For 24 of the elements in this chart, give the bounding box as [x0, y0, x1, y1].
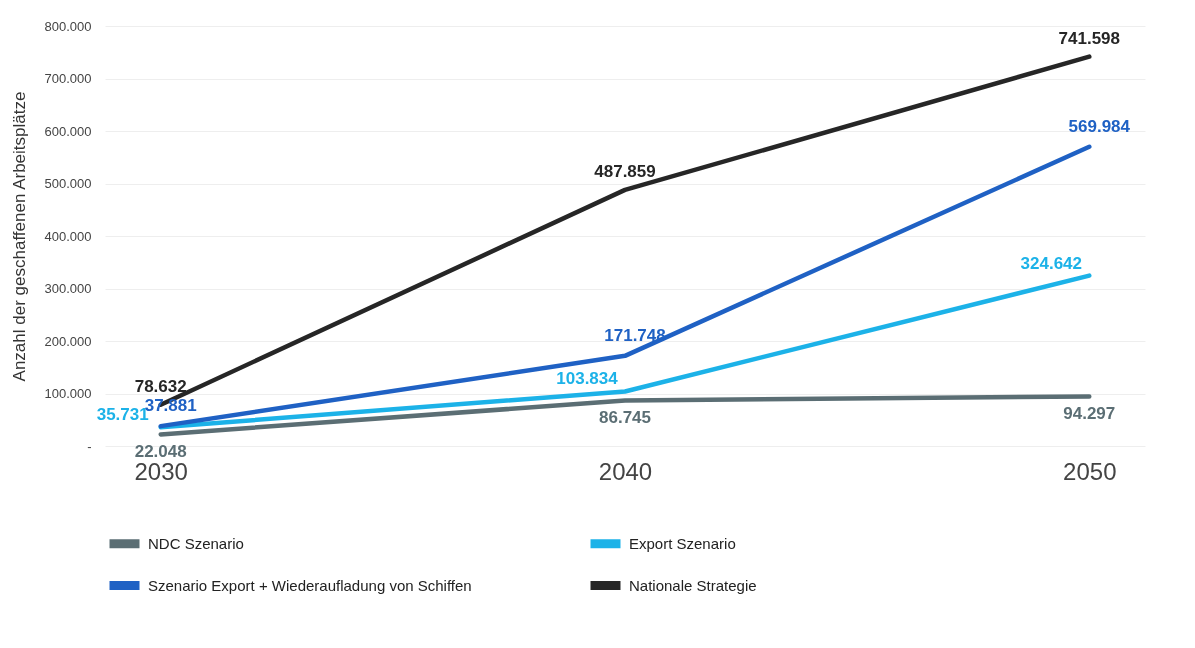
- legend-label: Szenario Export + Wiederaufladung von Schiffen: [148, 576, 472, 594]
- data-label: 78.632: [134, 376, 187, 396]
- y-tick-label: 700.000: [44, 71, 92, 86]
- legend-label: Nationale Strategie: [629, 576, 757, 594]
- legend-label: Export Szenario: [629, 534, 736, 552]
- y-tick-label: -: [87, 438, 92, 454]
- y-tick-label: 600.000: [44, 123, 92, 139]
- y-tick-label: 200.000: [44, 333, 92, 349]
- y-axis-title: Anzahl der geschaffenen Arbeitsplätze: [9, 91, 29, 382]
- y-tick-label: 400.000: [44, 228, 92, 244]
- data-label: 324.642: [1020, 253, 1083, 273]
- y-tick-label: 100.000: [44, 386, 92, 401]
- legend-label: NDC Szenario: [148, 534, 244, 552]
- y-tick-label: 500.000: [44, 176, 92, 191]
- data-label: 741.598: [1058, 28, 1121, 48]
- x-tick-label: 2040: [598, 457, 653, 485]
- x-tick-label: 2050: [1063, 457, 1117, 485]
- data-label: 103.834: [556, 369, 619, 389]
- data-label: 487.859: [594, 161, 656, 181]
- data-label: 86.745: [599, 408, 651, 428]
- data-label: 569.984: [1068, 116, 1131, 136]
- y-tick-label: 800.000: [44, 18, 92, 34]
- y-tick-label: 300.000: [44, 281, 92, 296]
- data-label: 94.297: [1063, 404, 1116, 424]
